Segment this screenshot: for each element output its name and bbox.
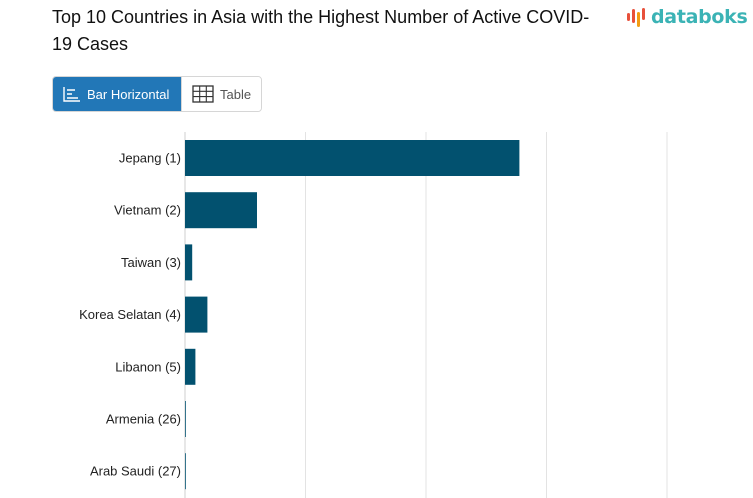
bar[interactable] — [185, 453, 186, 490]
view-toggle: Bar Horizontal Table — [52, 76, 263, 112]
bar[interactable] — [185, 348, 196, 385]
bar[interactable] — [185, 244, 193, 281]
category-label: Korea Selatan (4) — [79, 307, 181, 322]
category-label: Libanon (5) — [115, 359, 181, 374]
chart-bars — [185, 140, 520, 490]
category-label: Taiwan (3) — [121, 255, 181, 270]
bar[interactable] — [185, 401, 186, 437]
table-icon — [192, 85, 214, 103]
category-labels: Jepang (1) Vietnam (2) Taiwan (3) Korea Sel… — [79, 151, 181, 479]
bar-horizontal-button[interactable]: Bar Horizontal — [53, 77, 181, 111]
category-label: Vietnam (2) — [114, 203, 181, 218]
category-label: Armenia (26) — [106, 412, 181, 427]
category-label: Arab Saudi (27) — [90, 464, 181, 479]
bar[interactable] — [185, 192, 257, 229]
bar[interactable] — [185, 140, 520, 176]
category-label: Jepang (1) — [119, 151, 181, 166]
bar-chart-icon — [63, 87, 80, 102]
chart-title: Top 10 Countries in Asia with the Highes… — [52, 7, 590, 54]
databoks-logo-text: databoks — [651, 6, 748, 28]
databoks-logo-icon — [627, 8, 645, 27]
bar[interactable] — [185, 296, 208, 333]
databoks-logo: databoks — [626, 6, 748, 28]
bar-horizontal-label: Bar Horizontal — [87, 86, 170, 102]
chart-grid — [184, 132, 668, 498]
table-button[interactable]: Table — [181, 77, 262, 111]
table-label: Table — [220, 86, 252, 102]
